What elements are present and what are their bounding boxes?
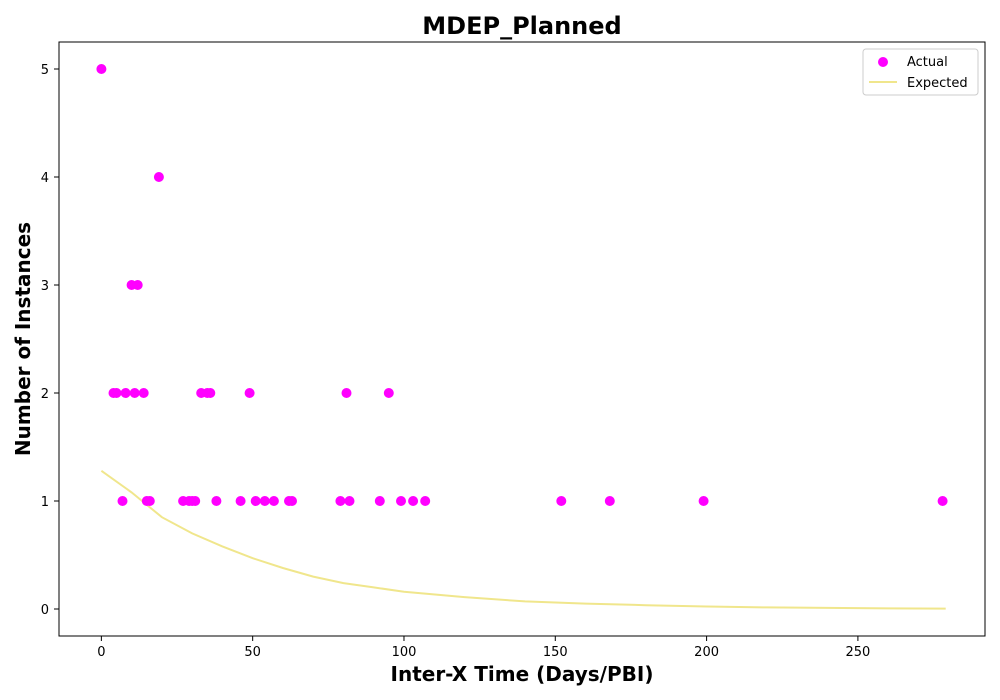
- actual-point: [244, 388, 255, 398]
- actual-point: [117, 496, 128, 506]
- actual-point: [120, 388, 131, 398]
- legend-actual-label: Actual: [907, 55, 948, 70]
- y-tick-label: 4: [41, 171, 49, 186]
- actual-point: [383, 388, 394, 398]
- actual-point: [604, 496, 615, 506]
- actual-point: [698, 496, 709, 506]
- actual-point: [132, 280, 143, 290]
- expected-line: [100, 469, 946, 610]
- actual-point: [268, 496, 279, 506]
- x-tick-label: 50: [244, 645, 261, 660]
- actual-point: [211, 496, 222, 506]
- x-axis: 0 50 100 150 200 250: [97, 636, 870, 660]
- legend-box: [862, 48, 979, 96]
- y-axis: 0 1 2 3 4 5: [41, 63, 59, 618]
- actual-point: [374, 496, 385, 506]
- y-tick-label: 0: [41, 603, 49, 618]
- actual-point: [259, 496, 270, 506]
- x-tick-label: 150: [543, 645, 568, 660]
- actual-point: [396, 496, 406, 506]
- chart-title: MDEP_Planned: [422, 12, 621, 40]
- x-tick-label: 0: [97, 645, 105, 660]
- actual-point: [153, 172, 164, 182]
- y-tick-label: 2: [41, 387, 49, 402]
- x-tick-label: 200: [694, 645, 719, 660]
- y-tick-label: 5: [41, 63, 49, 78]
- x-tick-label: 100: [392, 645, 417, 660]
- actual-point: [250, 496, 261, 506]
- actual-point: [335, 496, 346, 506]
- legend-expected-label: Expected: [907, 76, 968, 91]
- actual-point: [144, 496, 155, 506]
- actual-point: [344, 496, 355, 506]
- actual-point: [556, 496, 567, 506]
- actual-point: [937, 496, 948, 506]
- actual-point: [235, 496, 246, 506]
- x-axis-title: Inter-X Time (Days/PBI): [391, 662, 654, 686]
- actual-point: [205, 388, 216, 398]
- actual-point: [129, 388, 140, 398]
- y-tick-label: 3: [41, 279, 49, 294]
- actual-point: [111, 388, 122, 398]
- actual-point: [287, 496, 297, 506]
- actual-point: [420, 496, 431, 506]
- actual-point: [341, 388, 352, 398]
- actual-point: [96, 64, 107, 74]
- actual-point: [138, 388, 149, 398]
- x-tick-label: 250: [845, 645, 870, 660]
- actual-point: [408, 496, 419, 506]
- y-tick-label: 1: [41, 495, 49, 510]
- plot-content: [96, 64, 948, 610]
- legend-actual-marker: [878, 57, 888, 67]
- plot-frame: [58, 41, 986, 637]
- legend: Actual Expected: [862, 48, 979, 96]
- actual-point: [190, 496, 201, 506]
- y-axis-title: Number of Instances: [11, 222, 35, 456]
